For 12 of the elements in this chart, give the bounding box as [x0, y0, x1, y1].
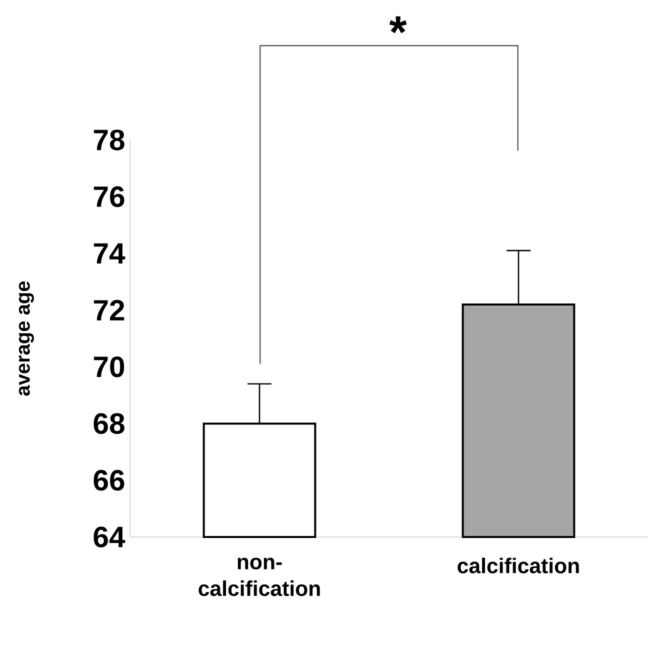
x-tick-label: non-calcification: [198, 558, 320, 596]
y-tick-label: 72: [94, 300, 124, 320]
text: *: [389, 16, 407, 34]
y-tick-label: 78: [94, 130, 124, 150]
y-tick-label: 70: [94, 356, 124, 378]
x-tick-label: calcification: [458, 558, 579, 574]
y-tick-label: 76: [94, 186, 124, 208]
y-tick-label: 64: [94, 526, 126, 548]
y-axis-title: average age: [18, 281, 34, 396]
y-tick-label: 74: [94, 243, 126, 264]
y-tick-label: 66: [94, 470, 124, 491]
y-tick-label: 68: [94, 413, 124, 434]
